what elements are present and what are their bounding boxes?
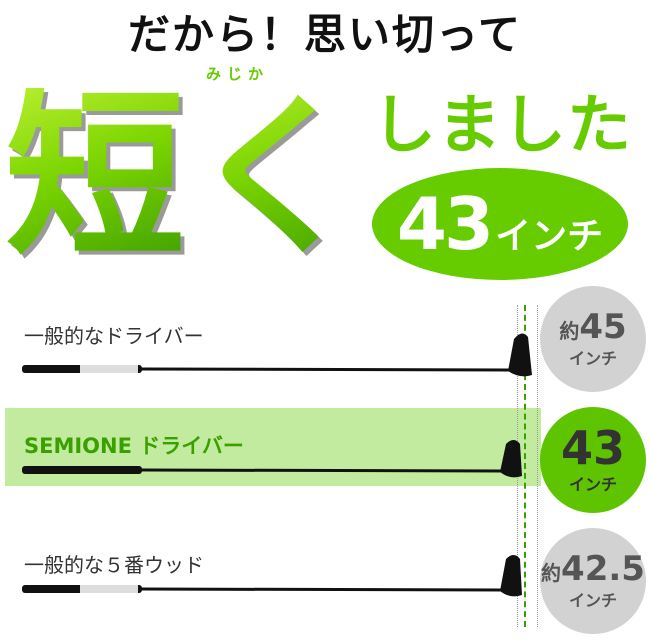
approx-prefix: 約 (541, 561, 562, 585)
shimashita-text: しました (372, 89, 632, 163)
length-unit: インチ (568, 591, 617, 610)
badge-number: 43 (396, 182, 494, 266)
guide-line-green (524, 305, 526, 627)
row-label-wood: 一般的な５番ウッド (24, 553, 204, 577)
length-badge: 43 インチ (372, 168, 628, 280)
big-kanji-short: 短 (5, 73, 186, 282)
length-circle-wood: 約42.5 インチ (540, 528, 646, 634)
row-label-semione: SEMIONE ドライバー (24, 434, 244, 458)
guide-line-right (537, 305, 538, 627)
row-label-driver: 一般的なドライバー (24, 324, 204, 348)
golf-club-wood-image (22, 555, 522, 597)
approx-prefix: 約 (559, 319, 580, 343)
big-hiragana-ku: く (190, 77, 362, 278)
badge-unit: インチ (495, 216, 604, 257)
length-value: 42.5 (561, 549, 645, 589)
length-unit: インチ (568, 349, 617, 368)
length-value: 45 (579, 307, 627, 347)
ruby-reading: みじか (206, 65, 270, 83)
length-unit: インチ (568, 475, 617, 494)
length-value: 43 (560, 421, 625, 475)
golf-club-driver-image (22, 333, 532, 377)
headline: だから！思い切って (128, 10, 522, 59)
length-circle-semione: 43 インチ (540, 407, 646, 513)
golf-club-semione-image (22, 440, 522, 478)
length-circle-driver: 約45 インチ (540, 286, 646, 392)
